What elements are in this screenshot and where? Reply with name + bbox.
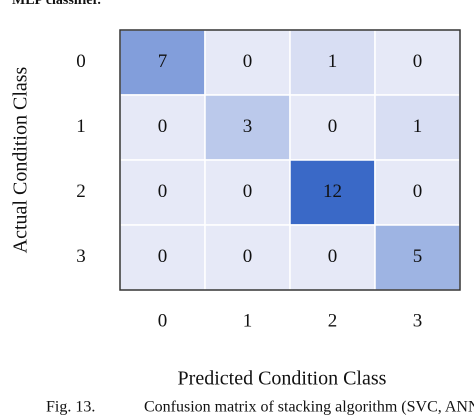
x-tick-label: 3 — [413, 310, 423, 331]
y-tick-label: 1 — [76, 116, 86, 137]
cell-label: 0 — [158, 246, 168, 267]
cell-label: 0 — [413, 51, 423, 72]
x-tick-label: 2 — [328, 310, 338, 331]
cell-label: 12 — [323, 181, 342, 202]
cell-label: 1 — [328, 51, 338, 72]
cell-label: 0 — [328, 116, 338, 137]
cell — [204, 159, 291, 226]
cell — [204, 94, 291, 161]
cell-label: 0 — [413, 181, 423, 202]
cell-label: 3 — [243, 116, 253, 137]
cell-label: 1 — [413, 116, 423, 137]
cell-label: 7 — [158, 51, 168, 72]
y-tick-label: 2 — [76, 181, 86, 202]
y-axis-label: Actual Condition Class — [10, 66, 32, 253]
x-tick-label: 1 — [243, 310, 253, 331]
caption-text: Confusion matrix of stacking algorithm (… — [144, 399, 474, 416]
cell-label: 0 — [243, 51, 253, 72]
x-tick-label: 0 — [158, 310, 168, 331]
cell — [204, 224, 291, 291]
cell-label: 0 — [328, 246, 338, 267]
cell — [204, 29, 291, 96]
cell-label: 5 — [413, 246, 423, 267]
cell — [374, 159, 461, 226]
x-axis-label: Predicted Condition Class — [178, 368, 387, 390]
cell — [374, 94, 461, 161]
cell-label: 0 — [243, 246, 253, 267]
matrix-border — [119, 29, 461, 291]
cell-label: 0 — [158, 181, 168, 202]
cell-label: 0 — [158, 116, 168, 137]
caption-label: Fig. 13. — [46, 399, 95, 416]
cell — [374, 224, 461, 291]
cell — [119, 29, 206, 96]
header-fragment: MLP classifier. — [12, 0, 101, 8]
y-tick-label: 3 — [76, 246, 86, 267]
cell-label: 0 — [243, 181, 253, 202]
y-tick-label: 0 — [76, 51, 86, 72]
